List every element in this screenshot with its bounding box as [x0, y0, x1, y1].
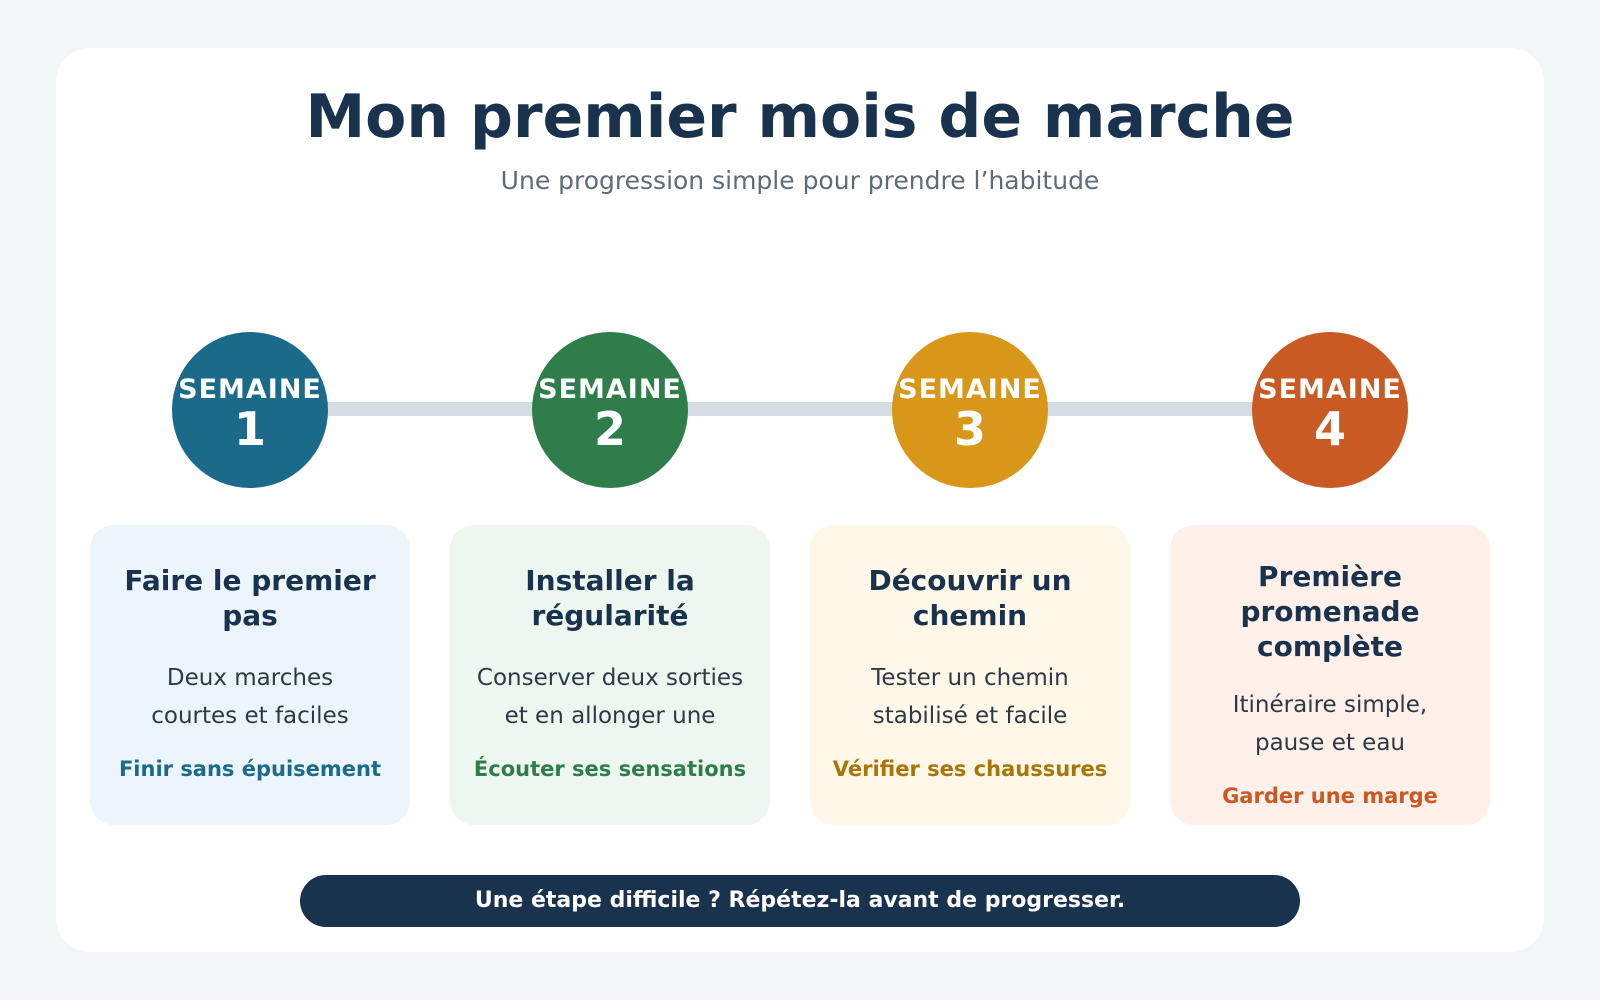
week-2-tip: Écouter ses sensations: [473, 757, 747, 781]
week-4-tip: Garder une marge: [1222, 784, 1438, 808]
week-1-description: Deux marches courtes et faciles: [151, 665, 349, 729]
week-1-title: Faire le premier pas: [124, 564, 376, 632]
week-4-label: SEMAINE: [1258, 374, 1402, 405]
page-title: Mon premier mois de marche: [305, 82, 1295, 152]
week-4-title: Première promenade complète: [1240, 560, 1420, 663]
week-4-description: Itinéraire simple, pause et eau: [1232, 692, 1428, 756]
week-3-tip: Vérifier ses chaussures: [832, 757, 1108, 781]
week-1-marker: SEMAINE 1: [172, 332, 328, 488]
week-1-tip: Finir sans épuisement: [118, 757, 382, 781]
week-3-description: Tester un chemin stabilisé et facile: [871, 665, 1069, 729]
week-2-card: Installer la régularité Conserver deux s…: [450, 525, 770, 825]
week-3-marker: SEMAINE 3: [892, 332, 1048, 488]
advice-banner: Une étape difficile ? Répétez-la avant d…: [300, 875, 1300, 927]
week-3-label: SEMAINE: [898, 374, 1042, 405]
week-4-number: 4: [1313, 402, 1346, 456]
week-3-number: 3: [953, 402, 986, 456]
week-1-number: 1: [233, 402, 266, 456]
week-2-number: 2: [593, 402, 626, 456]
week-3-card: Découvrir un chemin Tester un chemin sta…: [810, 525, 1130, 825]
week-3-title: Découvrir un chemin: [868, 564, 1072, 632]
week-2-description: Conserver deux sorties et en allonger un…: [476, 665, 744, 729]
week-1-card: Faire le premier pas Deux marches courte…: [90, 525, 410, 825]
page-subtitle: Une progression simple pour prendre l’ha…: [500, 166, 1100, 195]
week-2-title: Installer la régularité: [525, 564, 695, 632]
week-2-marker: SEMAINE 2: [532, 332, 688, 488]
week-1-label: SEMAINE: [178, 374, 322, 405]
week-4-card: Première promenade complète Itinéraire s…: [1170, 525, 1490, 825]
week-4-marker: SEMAINE 4: [1252, 332, 1408, 488]
timeline-track: [250, 402, 1330, 416]
week-2-label: SEMAINE: [538, 374, 682, 405]
